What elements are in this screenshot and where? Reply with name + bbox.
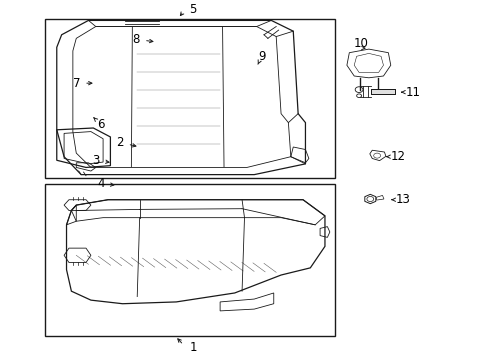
Text: 12: 12	[390, 150, 405, 163]
Text: 8: 8	[132, 33, 140, 46]
Bar	[44, 19, 334, 178]
Bar	[370, 89, 394, 94]
Text: 5: 5	[189, 3, 197, 16]
Text: 13: 13	[395, 193, 409, 206]
Text: 4: 4	[97, 177, 104, 190]
Text: 2: 2	[116, 136, 123, 149]
Text: 9: 9	[257, 50, 265, 63]
Text: 1: 1	[189, 341, 197, 354]
Text: 3: 3	[92, 154, 99, 167]
Text: 11: 11	[405, 86, 419, 99]
Text: 7: 7	[72, 77, 80, 90]
Bar	[44, 184, 334, 336]
Bar	[370, 89, 394, 94]
Text: 6: 6	[97, 118, 104, 131]
Text: 10: 10	[353, 37, 368, 50]
